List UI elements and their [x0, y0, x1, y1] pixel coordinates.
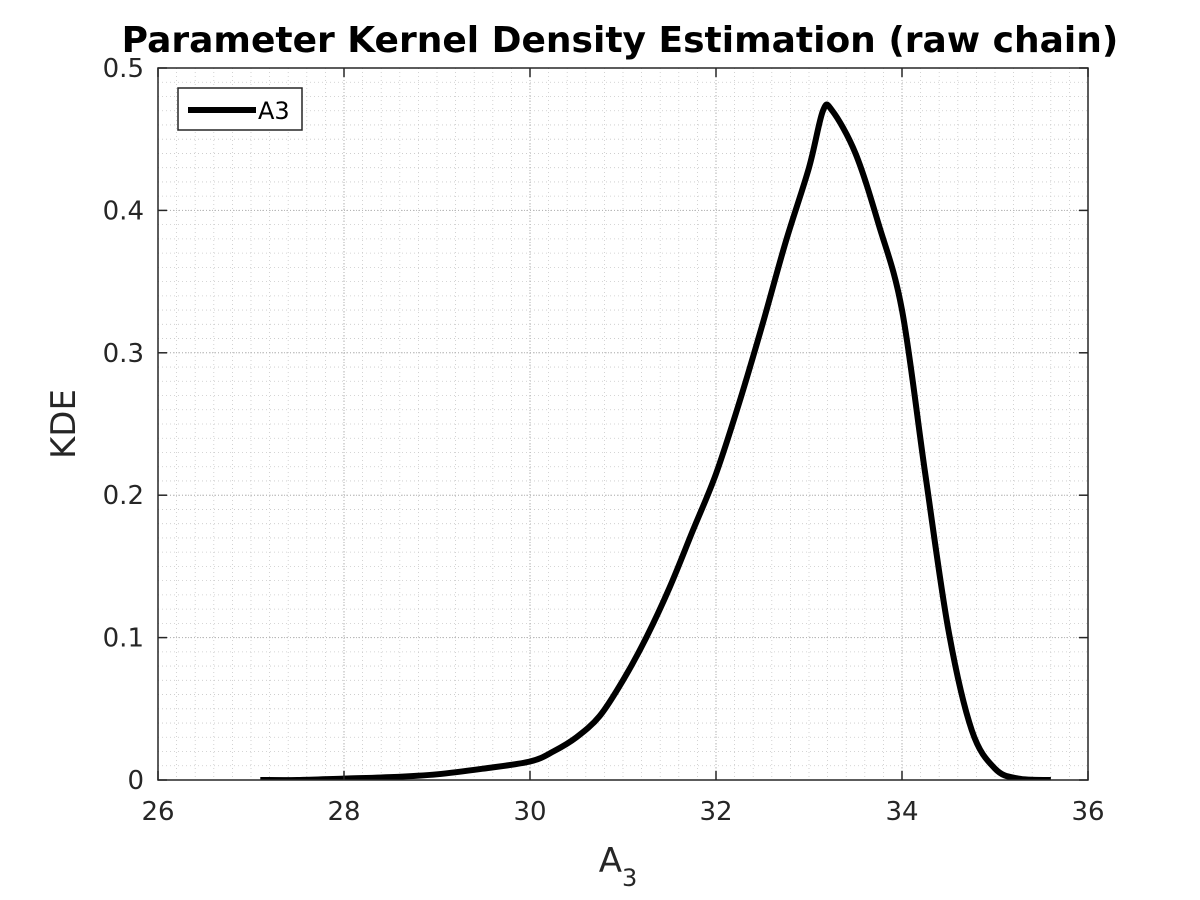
tick-marks — [157, 67, 1089, 781]
tick-labels: 26 28 30 32 34 36 0 0.1 0.2 0.3 0.4 0.5 — [103, 54, 1105, 827]
x-axis-label: A3 — [599, 841, 638, 892]
x-tick-label: 32 — [699, 797, 732, 827]
chart-title: Parameter Kernel Density Estimation (raw… — [122, 20, 1119, 61]
y-axis-label: KDE — [44, 389, 84, 459]
minor-grid — [158, 68, 1088, 780]
x-tick-label: 34 — [885, 797, 918, 827]
x-tick-label: 28 — [327, 797, 360, 827]
x-axis-label-subscript: 3 — [622, 864, 637, 892]
plot-frame — [157, 67, 1089, 781]
legend: A3 — [177, 87, 303, 131]
y-tick-label: 0.1 — [103, 624, 144, 654]
x-tick-label: 26 — [141, 797, 174, 827]
legend-label: A3 — [258, 97, 290, 125]
y-tick-label: 0.2 — [103, 481, 144, 511]
y-tick-label: 0 — [127, 766, 144, 796]
x-axis-label-base: A — [599, 841, 622, 881]
series-line-a3 — [260, 101, 1051, 780]
y-tick-label: 0.3 — [103, 339, 144, 369]
x-tick-label: 30 — [513, 797, 546, 827]
x-tick-label: 36 — [1071, 797, 1104, 827]
y-tick-label: 0.4 — [103, 196, 144, 226]
y-tick-label: 0.5 — [103, 54, 144, 84]
series-layer — [260, 101, 1051, 780]
